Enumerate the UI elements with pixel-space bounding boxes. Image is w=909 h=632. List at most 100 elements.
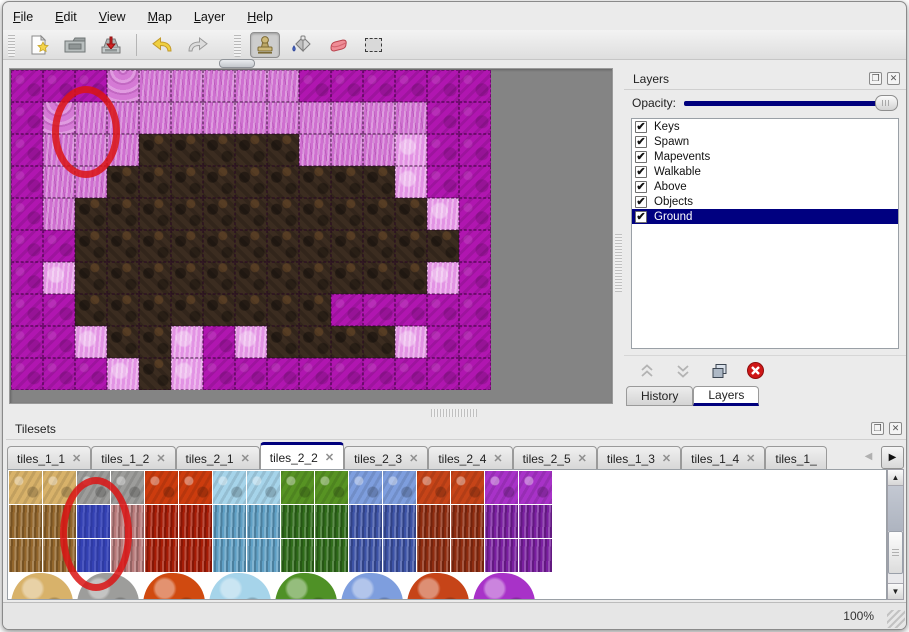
menu-layer[interactable]: Layer [193, 10, 226, 24]
map-tile[interactable] [75, 294, 107, 326]
layer-row-walkable[interactable]: ✔ Walkable [632, 164, 898, 179]
tileset-tile[interactable] [519, 471, 552, 504]
duplicate-layer-button[interactable] [708, 361, 730, 381]
map-tile[interactable] [331, 358, 363, 390]
tab-layers[interactable]: Layers [693, 386, 760, 406]
map-tile[interactable] [203, 70, 235, 102]
tab-close-icon[interactable]: ✕ [324, 452, 335, 464]
tileset-tile[interactable] [179, 471, 212, 504]
tileset-tile[interactable] [247, 539, 280, 572]
map-tile[interactable] [203, 230, 235, 262]
map-tile[interactable] [459, 102, 491, 134]
map-tile[interactable] [139, 262, 171, 294]
lower-layer-button[interactable] [672, 361, 694, 381]
map-tile[interactable] [331, 102, 363, 134]
scrollbar-groove[interactable] [888, 486, 903, 531]
tab-close-icon[interactable]: ✕ [746, 453, 756, 465]
tab-scroll-left-button[interactable]: ◀ [864, 451, 873, 462]
tileset-tab-tiles_2_3[interactable]: tiles_2_3 ✕ [344, 446, 429, 470]
tileset-blob-tile[interactable] [473, 573, 535, 599]
map-tile[interactable] [203, 102, 235, 134]
map-tile[interactable] [427, 198, 459, 230]
map-tile[interactable] [171, 358, 203, 390]
open-map-button[interactable] [60, 32, 90, 58]
map-tile[interactable] [427, 166, 459, 198]
map-tile[interactable] [107, 262, 139, 294]
menu-file[interactable]: File [13, 10, 34, 24]
map-tile[interactable] [427, 70, 459, 102]
map-tile[interactable] [299, 198, 331, 230]
map-tile[interactable] [299, 358, 331, 390]
layer-row-above[interactable]: ✔ Above [632, 179, 898, 194]
raise-layer-button[interactable] [636, 361, 658, 381]
tileset-content[interactable] [7, 469, 887, 600]
tileset-tile[interactable] [417, 505, 450, 538]
layer-row-mapevents[interactable]: ✔ Mapevents [632, 149, 898, 164]
close-panel-icon[interactable]: ✕ [889, 422, 902, 435]
map-tile[interactable] [139, 198, 171, 230]
tileset-tile[interactable] [451, 539, 484, 572]
tileset-tile[interactable] [485, 505, 518, 538]
map-tile[interactable] [171, 230, 203, 262]
map-tile[interactable] [395, 102, 427, 134]
map-tile[interactable] [235, 70, 267, 102]
map-tile[interactable] [235, 134, 267, 166]
layer-row-objects[interactable]: ✔ Objects [632, 194, 898, 209]
map-tile[interactable] [267, 262, 299, 294]
map-tile[interactable] [395, 198, 427, 230]
map-tile[interactable] [203, 294, 235, 326]
tileset-tile[interactable] [519, 539, 552, 572]
map-tile[interactable] [331, 326, 363, 358]
map-tile[interactable] [43, 294, 75, 326]
tileset-tile[interactable] [9, 539, 42, 572]
map-tile[interactable] [11, 102, 43, 134]
tileset-tile[interactable] [451, 471, 484, 504]
map-tile[interactable] [203, 358, 235, 390]
map-tile[interactable] [267, 70, 299, 102]
map-tile[interactable] [267, 294, 299, 326]
map-tile[interactable] [395, 166, 427, 198]
map-tile[interactable] [171, 326, 203, 358]
tileset-tile[interactable] [485, 539, 518, 572]
menu-help[interactable]: Help [247, 10, 273, 24]
opacity-slider[interactable] [684, 95, 898, 111]
map-tile[interactable] [139, 134, 171, 166]
map-tile[interactable] [363, 358, 395, 390]
map-tile[interactable] [107, 70, 139, 102]
map-tile[interactable] [427, 262, 459, 294]
map-tile[interactable] [363, 70, 395, 102]
map-tile[interactable] [395, 134, 427, 166]
map-tile[interactable] [267, 134, 299, 166]
tileset-tile[interactable] [417, 471, 450, 504]
map-tile[interactable] [299, 166, 331, 198]
tileset-tile[interactable] [179, 505, 212, 538]
menu-edit[interactable]: Edit [55, 10, 77, 24]
splitter-collapse-button[interactable] [219, 59, 255, 68]
map-tile[interactable] [331, 70, 363, 102]
map-tile[interactable] [43, 326, 75, 358]
tileset-tile[interactable] [417, 539, 450, 572]
map-tile[interactable] [363, 294, 395, 326]
tileset-tile[interactable] [145, 539, 178, 572]
map-tile[interactable] [139, 102, 171, 134]
map-tile[interactable] [395, 230, 427, 262]
tileset-tile[interactable] [145, 471, 178, 504]
layer-visibility-checkbox[interactable]: ✔ [635, 150, 647, 163]
map-tile[interactable] [331, 198, 363, 230]
layer-visibility-checkbox[interactable]: ✔ [635, 180, 647, 193]
layer-visibility-checkbox[interactable]: ✔ [635, 195, 647, 208]
map-tile[interactable] [267, 198, 299, 230]
map-tile[interactable] [395, 294, 427, 326]
tileset-blob-tile[interactable] [341, 573, 403, 599]
tileset-blob-tile[interactable] [407, 573, 469, 599]
map-tile[interactable] [395, 70, 427, 102]
map-tile[interactable] [427, 230, 459, 262]
map-tile[interactable] [75, 230, 107, 262]
scrollbar-thumb[interactable] [888, 531, 903, 574]
map-tile[interactable] [299, 230, 331, 262]
tab-close-icon[interactable]: ✕ [240, 453, 250, 465]
menu-view[interactable]: View [98, 10, 126, 24]
layer-visibility-checkbox[interactable]: ✔ [635, 210, 647, 223]
tileset-tile[interactable] [315, 505, 348, 538]
tileset-blob-tile[interactable] [143, 573, 205, 599]
